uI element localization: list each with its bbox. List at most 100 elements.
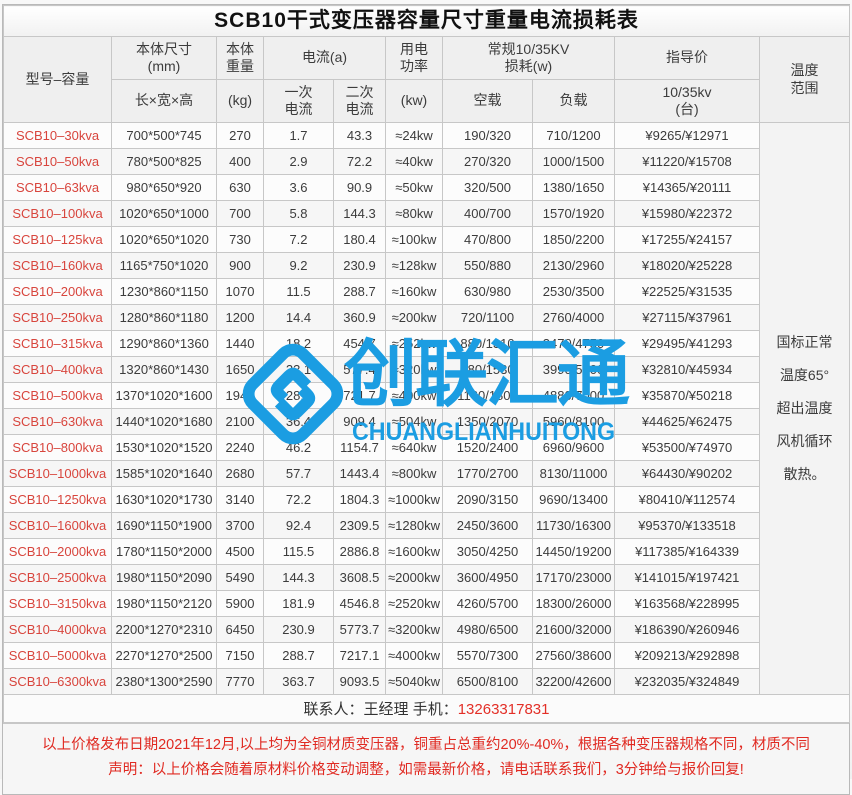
weight-cell: 2680 bbox=[216, 460, 264, 487]
col-subheader-dimensions: 长×宽×高 bbox=[111, 79, 217, 123]
load-loss-cell: 5960/8100 bbox=[532, 408, 615, 435]
model-cell: SCB10–1250kva bbox=[3, 486, 112, 513]
load-loss-cell: 8130/11000 bbox=[532, 460, 615, 487]
power-cell: ≈1280kw bbox=[385, 512, 443, 539]
noload-loss-cell: 630/980 bbox=[442, 278, 533, 305]
secondary-current-cell: 360.9 bbox=[333, 304, 386, 331]
weight-cell: 700 bbox=[216, 200, 264, 227]
dimensions-cell: 2200*1270*2310 bbox=[111, 616, 217, 643]
primary-current-cell: 28.9 bbox=[263, 382, 334, 409]
table-row: SCB10–400kva 1320*860*1430 1650 23.1 577.4 ≈3… bbox=[3, 356, 850, 383]
power-cell: ≈4000kw bbox=[385, 642, 443, 669]
model-cell: SCB10–400kva bbox=[3, 356, 112, 383]
power-cell: ≈24kw bbox=[385, 122, 443, 149]
table-row: SCB10–1000kva 1585*1020*1640 2680 57.7 1443.… bbox=[3, 460, 850, 487]
load-loss-cell: 1570/1920 bbox=[532, 200, 615, 227]
table-row: SCB10–50kva 780*500*825 400 2.9 72.2 ≈40kw 270… bbox=[3, 148, 850, 175]
dimensions-cell: 980*650*920 bbox=[111, 174, 217, 201]
secondary-current-cell: 577.4 bbox=[333, 356, 386, 383]
secondary-current-cell: 43.3 bbox=[333, 122, 386, 149]
table-row: SCB10–5000kva 2270*1270*2500 7150 288.7 7217… bbox=[3, 642, 850, 669]
power-cell: ≈1000kw bbox=[385, 486, 443, 513]
price-cell: ¥117385/¥164339 bbox=[614, 538, 760, 565]
primary-current-cell: 230.9 bbox=[263, 616, 334, 643]
model-cell: SCB10–63kva bbox=[3, 174, 112, 201]
primary-current-cell: 11.5 bbox=[263, 278, 334, 305]
load-loss-cell: 3990/5300 bbox=[532, 356, 615, 383]
primary-current-cell: 57.7 bbox=[263, 460, 334, 487]
price-cell: ¥11220/¥15708 bbox=[614, 148, 760, 175]
noload-loss-cell: 270/320 bbox=[442, 148, 533, 175]
weight-cell: 5900 bbox=[216, 590, 264, 617]
secondary-current-cell: 1443.4 bbox=[333, 460, 386, 487]
price-cell: ¥27115/¥37961 bbox=[614, 304, 760, 331]
secondary-current-cell: 144.3 bbox=[333, 200, 386, 227]
model-cell: SCB10–500kva bbox=[3, 382, 112, 409]
col-subheader-secondary-current: 二次 电流 bbox=[333, 79, 386, 123]
primary-current-cell: 18.2 bbox=[263, 330, 334, 357]
weight-cell: 6450 bbox=[216, 616, 264, 643]
col-subheader-noload-loss: 空载 bbox=[442, 79, 533, 123]
power-cell: ≈80kw bbox=[385, 200, 443, 227]
load-loss-cell: 18300/26000 bbox=[532, 590, 615, 617]
load-loss-cell: 1850/2200 bbox=[532, 226, 615, 253]
price-cell: ¥64430/¥90202 bbox=[614, 460, 760, 487]
table-row: SCB10–160kva 1165*750*1020 900 9.2 230.9 ≈128… bbox=[3, 252, 850, 279]
power-cell: ≈40kw bbox=[385, 148, 443, 175]
model-cell: SCB10–250kva bbox=[3, 304, 112, 331]
model-cell: SCB10–160kva bbox=[3, 252, 112, 279]
col-header-loss-group: 常规10/35KV 损耗(w) bbox=[442, 36, 615, 80]
noload-loss-cell: 2450/3600 bbox=[442, 512, 533, 539]
load-loss-cell: 14450/19200 bbox=[532, 538, 615, 565]
load-loss-cell: 17170/23000 bbox=[532, 564, 615, 591]
table-row: SCB10–1600kva 1690*1150*1900 3700 92.4 2309.… bbox=[3, 512, 850, 539]
noload-loss-cell: 320/500 bbox=[442, 174, 533, 201]
price-cell: ¥32810/¥45934 bbox=[614, 356, 760, 383]
temperature-note-cell: 国标正常 温度65° 超出温度 风机循环 散热。 bbox=[758, 122, 851, 695]
primary-current-cell: 7.2 bbox=[263, 226, 334, 253]
col-header-model: 型号–容量 bbox=[3, 36, 112, 123]
price-cell: ¥29495/¥41293 bbox=[614, 330, 760, 357]
primary-current-cell: 363.7 bbox=[263, 668, 334, 695]
model-cell: SCB10–5000kva bbox=[3, 642, 112, 669]
weight-cell: 3140 bbox=[216, 486, 264, 513]
table-row: SCB10–1250kva 1630*1020*1730 3140 72.2 1804.… bbox=[3, 486, 850, 513]
weight-cell: 1650 bbox=[216, 356, 264, 383]
dimensions-cell: 1020*650*1000 bbox=[111, 200, 217, 227]
dimensions-cell: 1440*1020*1680 bbox=[111, 408, 217, 435]
dimensions-cell: 1290*860*1360 bbox=[111, 330, 217, 357]
secondary-current-cell: 9093.5 bbox=[333, 668, 386, 695]
power-cell: ≈128kw bbox=[385, 252, 443, 279]
weight-cell: 630 bbox=[216, 174, 264, 201]
power-cell: ≈50kw bbox=[385, 174, 443, 201]
table-row: SCB10–2000kva 1780*1150*2000 4500 115.5 2886… bbox=[3, 538, 850, 565]
noload-loss-cell: 880/1310 bbox=[442, 330, 533, 357]
col-subheader-primary-current: 一次 电流 bbox=[263, 79, 334, 123]
table-row: SCB10–6300kva 2380*1300*2590 7770 363.7 9093… bbox=[3, 668, 850, 695]
secondary-current-cell: 3608.5 bbox=[333, 564, 386, 591]
dimensions-cell: 1280*860*1180 bbox=[111, 304, 217, 331]
secondary-current-cell: 454.7 bbox=[333, 330, 386, 357]
power-cell: ≈2000kw bbox=[385, 564, 443, 591]
price-cell: ¥35870/¥50218 bbox=[614, 382, 760, 409]
load-loss-cell: 1380/1650 bbox=[532, 174, 615, 201]
table-row: SCB10–2500kva 1980*1150*2090 5490 144.3 3608… bbox=[3, 564, 850, 591]
dimensions-cell: 1165*750*1020 bbox=[111, 252, 217, 279]
load-loss-cell: 4880/7000 bbox=[532, 382, 615, 409]
weight-cell: 5490 bbox=[216, 564, 264, 591]
power-cell: ≈2520kw bbox=[385, 590, 443, 617]
col-header-current-group: 电流(a) bbox=[263, 36, 386, 80]
table-row: SCB10–4000kva 2200*1270*2310 6450 230.9 5773… bbox=[3, 616, 850, 643]
noload-loss-cell: 550/880 bbox=[442, 252, 533, 279]
dimensions-cell: 1230*860*1150 bbox=[111, 278, 217, 305]
secondary-current-cell: 4546.8 bbox=[333, 590, 386, 617]
load-loss-cell: 2530/3500 bbox=[532, 278, 615, 305]
col-header-weight: 本体 重量 bbox=[216, 36, 264, 80]
noload-loss-cell: 4260/5700 bbox=[442, 590, 533, 617]
model-cell: SCB10–2500kva bbox=[3, 564, 112, 591]
weight-cell: 2100 bbox=[216, 408, 264, 435]
weight-cell: 270 bbox=[216, 122, 264, 149]
price-cell: ¥141015/¥197421 bbox=[614, 564, 760, 591]
table-row: SCB10–30kva 700*500*745 270 1.7 43.3 ≈24kw 190… bbox=[3, 122, 851, 695]
notes-line-2: 声明：以上价格会随着原材料价格变动调整，如需最新价格，请电话联系我们，3分钟给与… bbox=[108, 762, 744, 779]
